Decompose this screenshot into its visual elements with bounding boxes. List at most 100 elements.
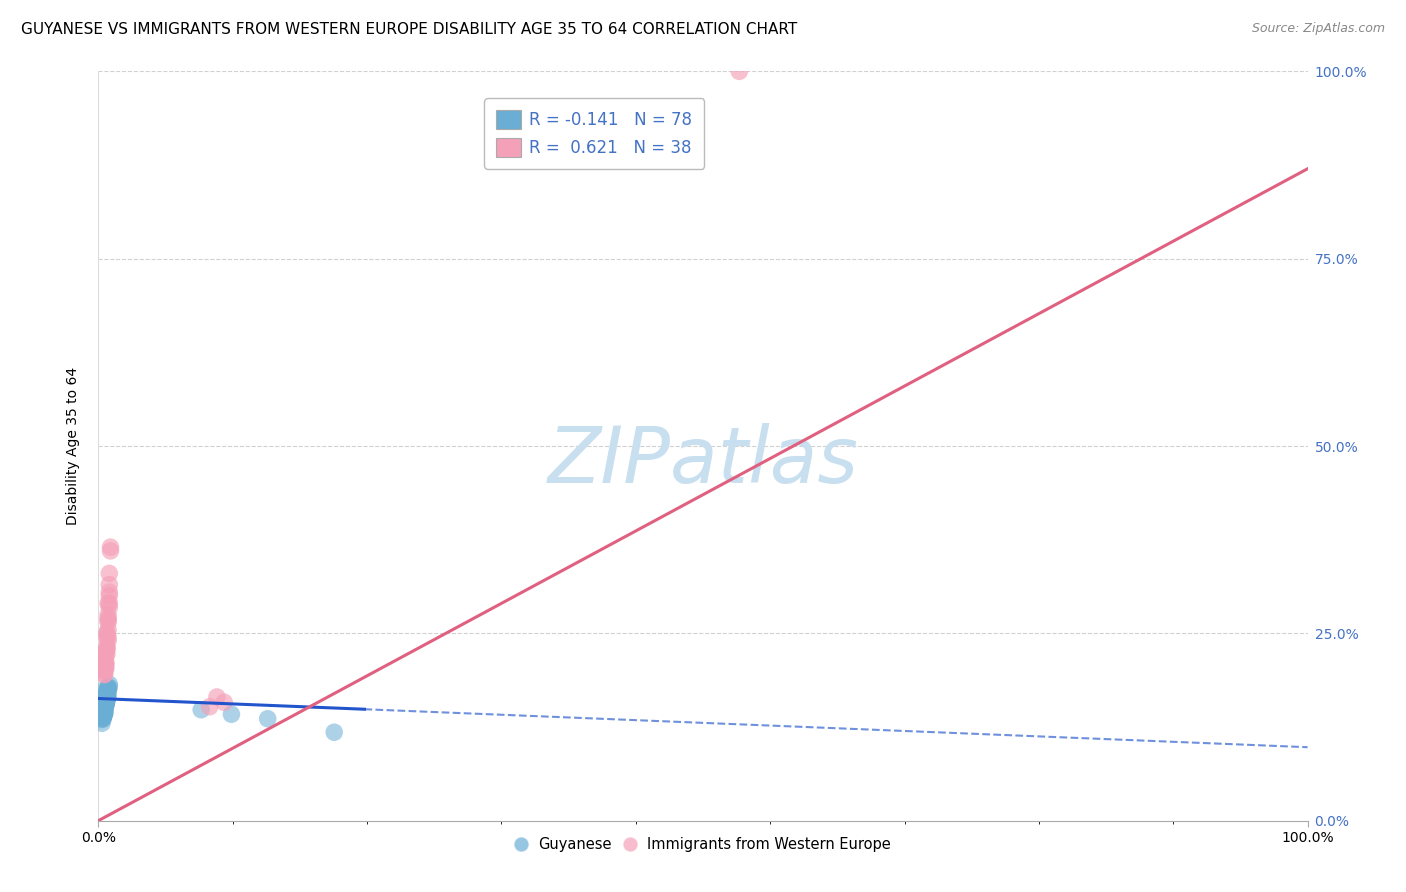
Point — [96, 626, 118, 640]
Point — [93, 704, 115, 718]
Point — [98, 577, 121, 591]
Point — [97, 615, 120, 629]
Point — [98, 596, 121, 610]
Point — [96, 694, 118, 708]
Point — [96, 641, 118, 656]
Point — [97, 680, 120, 694]
Point — [93, 704, 115, 718]
Point — [221, 707, 243, 722]
Point — [96, 688, 118, 702]
Point — [94, 660, 117, 674]
Point — [98, 566, 121, 581]
Point — [256, 712, 278, 726]
Point — [93, 664, 115, 678]
Point — [98, 600, 121, 615]
Point — [94, 698, 117, 713]
Point — [96, 648, 118, 662]
Point — [94, 696, 117, 710]
Point — [94, 648, 117, 663]
Point — [323, 725, 346, 739]
Point — [94, 691, 117, 706]
Point — [93, 706, 115, 721]
Point — [97, 681, 120, 696]
Point — [98, 677, 121, 691]
Point — [93, 703, 115, 717]
Point — [91, 706, 114, 721]
Point — [94, 691, 117, 706]
Point — [94, 657, 117, 671]
Point — [94, 695, 117, 709]
Point — [91, 698, 114, 712]
Point — [94, 692, 117, 706]
Point — [96, 640, 118, 654]
Point — [97, 596, 120, 610]
Point — [94, 694, 117, 708]
Point — [94, 645, 117, 659]
Point — [97, 607, 120, 622]
Point — [97, 623, 120, 637]
Point — [94, 691, 117, 706]
Text: ZIPatlas: ZIPatlas — [547, 423, 859, 499]
Point — [93, 707, 115, 722]
Point — [91, 712, 114, 726]
Point — [96, 690, 118, 704]
Point — [94, 698, 117, 712]
Point — [91, 716, 114, 731]
Point — [93, 705, 115, 719]
Point — [728, 64, 751, 78]
Point — [91, 710, 114, 724]
Point — [96, 685, 118, 699]
Text: GUYANESE VS IMMIGRANTS FROM WESTERN EUROPE DISABILITY AGE 35 TO 64 CORRELATION C: GUYANESE VS IMMIGRANTS FROM WESTERN EURO… — [21, 22, 797, 37]
Point — [91, 710, 114, 724]
Point — [96, 626, 118, 640]
Point — [91, 708, 114, 723]
Point — [97, 686, 120, 700]
Point — [93, 667, 115, 681]
Point — [96, 688, 118, 702]
Point — [96, 694, 118, 708]
Point — [96, 631, 118, 645]
Point — [97, 633, 120, 648]
Point — [94, 698, 117, 712]
Point — [91, 712, 114, 726]
Point — [94, 698, 117, 712]
Text: Source: ZipAtlas.com: Source: ZipAtlas.com — [1251, 22, 1385, 36]
Point — [93, 707, 115, 722]
Point — [198, 699, 221, 714]
Point — [93, 664, 115, 678]
Point — [93, 667, 115, 681]
Point — [93, 705, 115, 719]
Point — [97, 682, 120, 697]
Point — [93, 703, 115, 717]
Point — [94, 697, 117, 711]
Point — [96, 642, 118, 657]
Point — [94, 698, 117, 712]
Point — [96, 686, 118, 700]
Point — [93, 702, 115, 716]
Point — [93, 706, 115, 720]
Point — [91, 708, 114, 723]
Point — [91, 708, 114, 723]
Point — [91, 707, 114, 722]
Point — [94, 694, 117, 708]
Point — [98, 680, 121, 694]
Point — [96, 686, 118, 700]
Point — [190, 703, 212, 717]
Point — [96, 685, 118, 699]
Point — [94, 697, 117, 711]
Point — [98, 585, 121, 599]
Point — [96, 689, 118, 703]
Point — [96, 692, 118, 706]
Point — [93, 703, 115, 717]
Point — [97, 613, 120, 627]
Y-axis label: Disability Age 35 to 64: Disability Age 35 to 64 — [66, 367, 80, 525]
Point — [96, 689, 118, 703]
Point — [93, 704, 115, 718]
Point — [93, 703, 115, 717]
Point — [100, 540, 122, 554]
Point — [97, 681, 120, 695]
Point — [94, 655, 117, 669]
Point — [94, 693, 117, 707]
Point — [93, 699, 115, 714]
Point — [94, 662, 117, 676]
